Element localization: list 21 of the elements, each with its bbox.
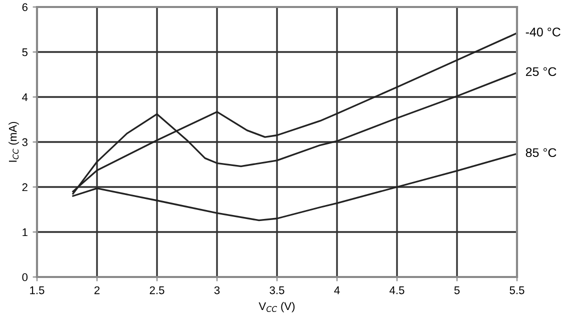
y-tick-label: 5 (22, 48, 28, 56)
x-tick-label: 5.5 (510, 286, 524, 294)
y-tick-label: 4 (22, 93, 28, 102)
x-tick-label: 4.5 (390, 286, 404, 294)
series-label: -40 °C (526, 28, 560, 36)
y-tick-label: 0 (22, 273, 28, 282)
x-tick-label: 3 (214, 286, 220, 294)
x-tick-label: 4 (334, 286, 340, 294)
x-tick-label: 2 (94, 286, 100, 294)
x-axis-title: V$_{CC}$ (V) (258, 302, 295, 312)
y-axis-title: I$_{CC}$ (mA) (8, 122, 19, 162)
x-tick-label: 1.5 (30, 286, 44, 294)
y-tick-label: 2 (22, 183, 28, 192)
y-tick-label: 1 (22, 228, 28, 236)
x-tick-label: 3.5 (270, 286, 284, 294)
y-tick-label: 6 (22, 3, 28, 12)
series-label: 25 °C (526, 67, 556, 76)
x-tick-label: 2.5 (150, 286, 164, 294)
y-tick-label: 3 (22, 138, 28, 146)
x-tick-label: 5 (454, 286, 460, 294)
series-label: 85 °C (526, 148, 556, 158)
